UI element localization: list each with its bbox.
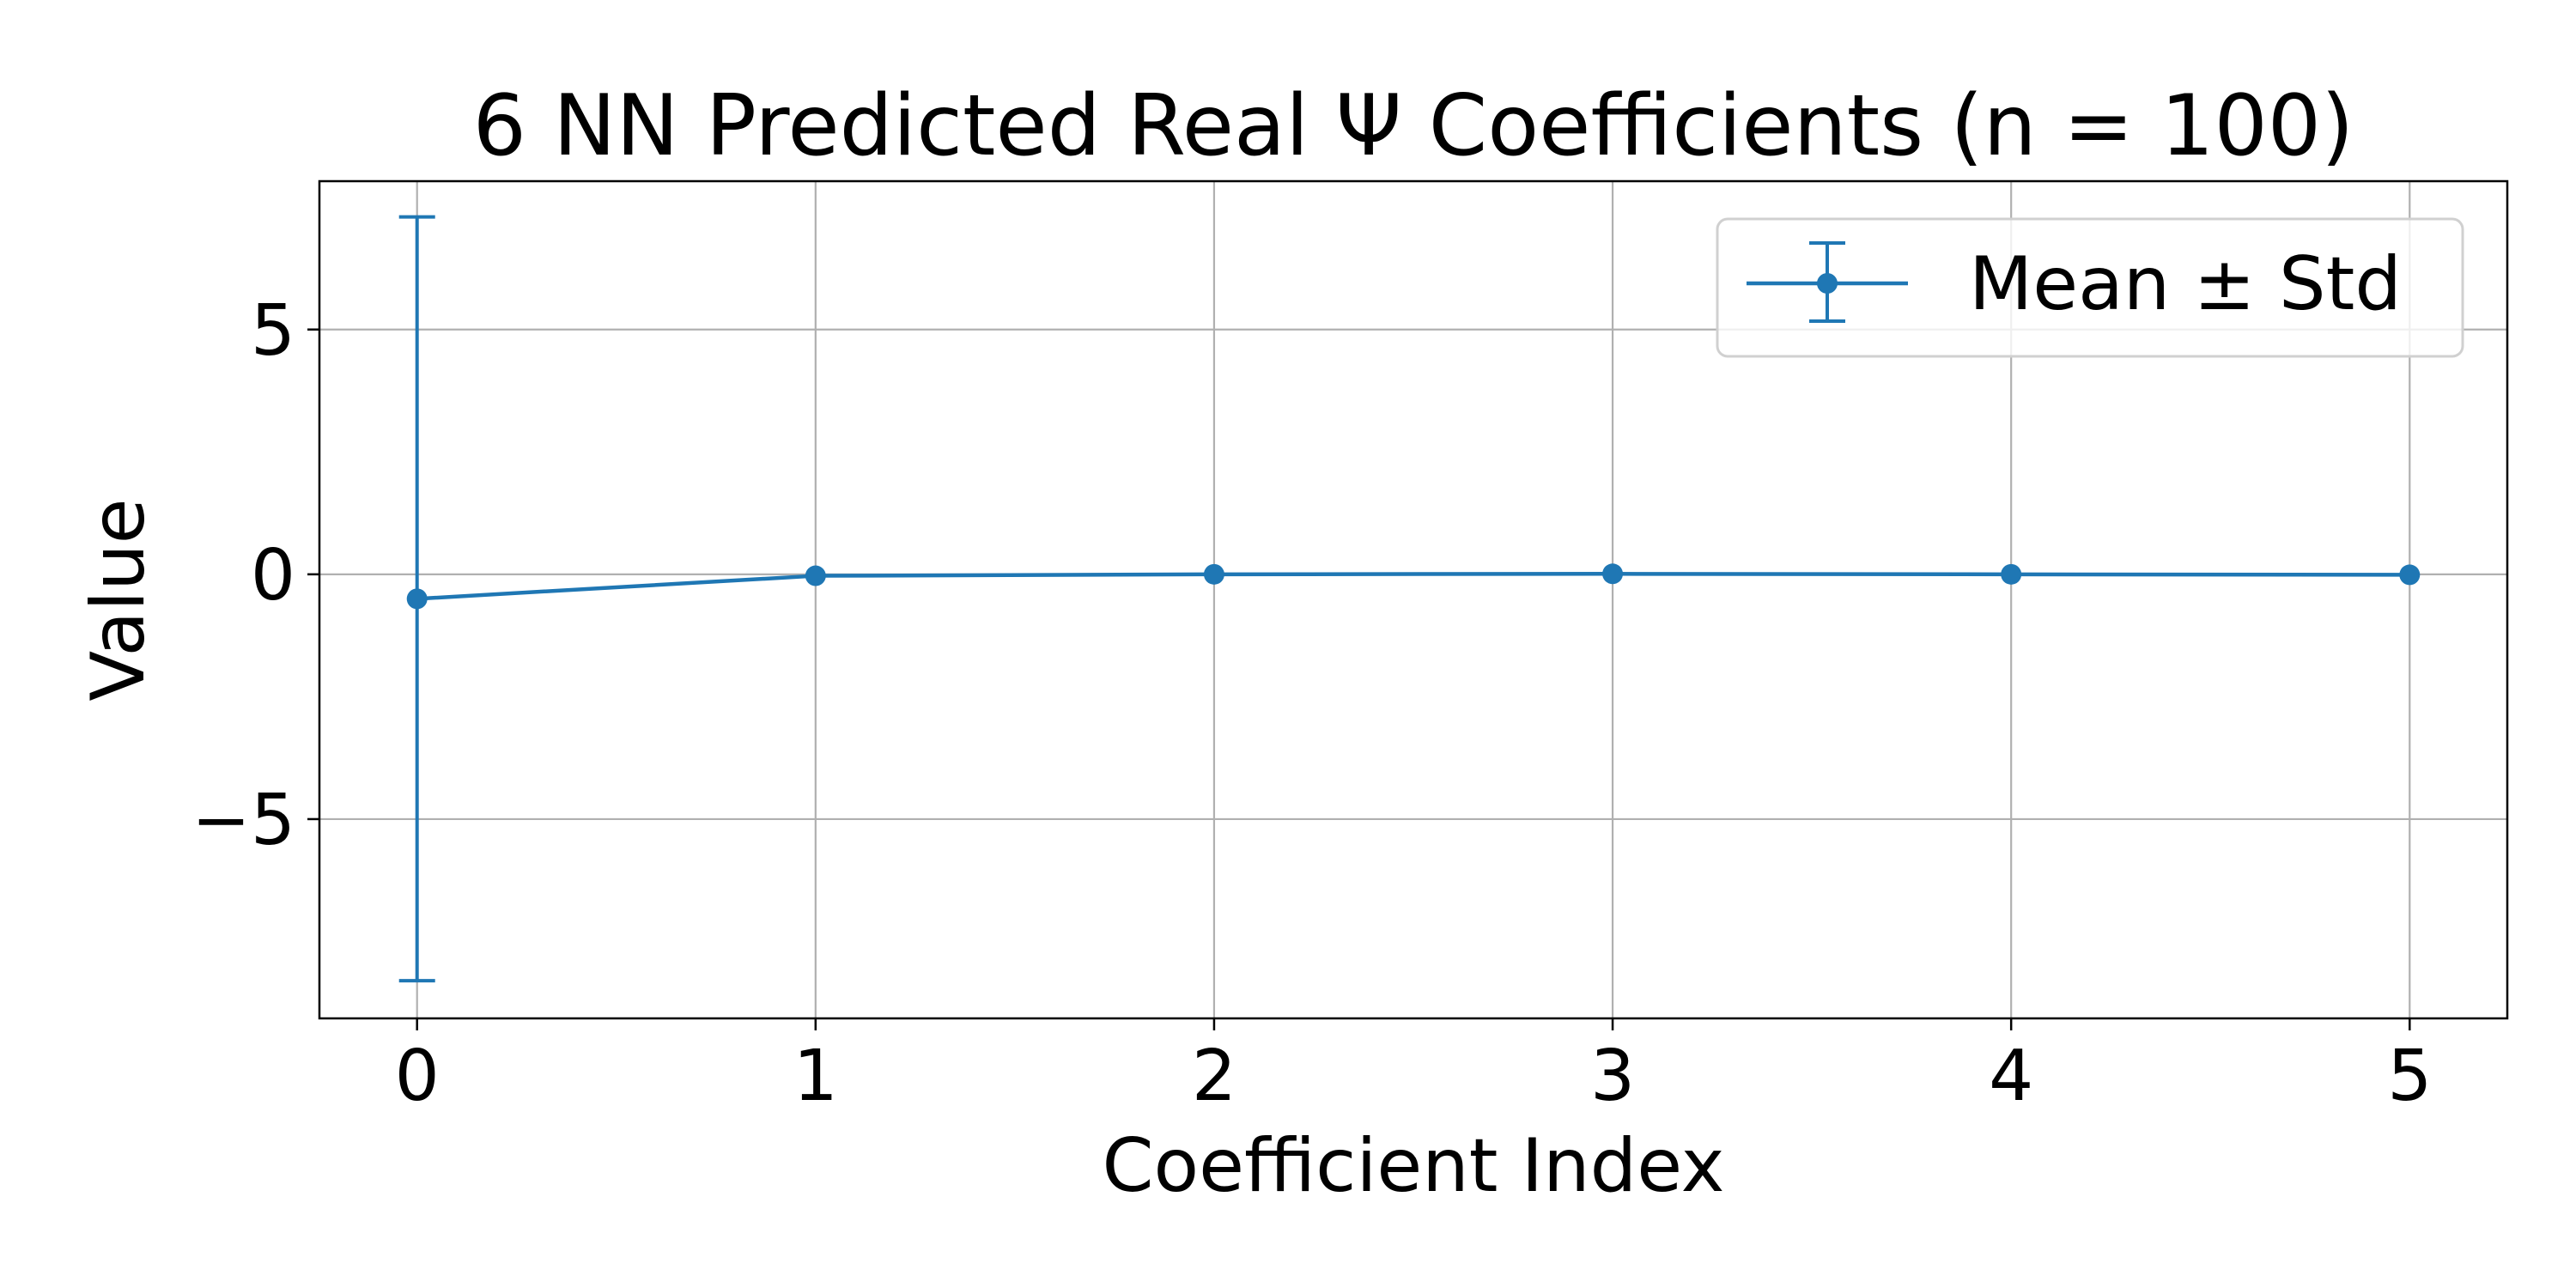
x-tick-label: 0 xyxy=(395,1036,440,1117)
x-axis-label: Coefficient Index xyxy=(1102,1123,1724,1209)
plot-area-frame xyxy=(318,179,2509,1020)
legend-symbol-marker xyxy=(1817,273,1838,294)
series-line xyxy=(416,572,2410,601)
y-tick-label: −5 xyxy=(191,780,295,861)
x-tick-label: 1 xyxy=(793,1036,838,1117)
legend-symbol-errorbar-icon xyxy=(1747,241,1908,323)
tick-layer: 0 1 2 3 4 5 −5 0 5 xyxy=(191,290,2432,1117)
x-tick-label: 2 xyxy=(1192,1036,1236,1117)
chart-title: 6 NN Predicted Real Ψ Coefficients (n = … xyxy=(473,77,2354,175)
data-point xyxy=(406,588,428,610)
y-axis-label: Value xyxy=(76,498,161,701)
data-point xyxy=(1602,563,1624,585)
x-tick-label: 3 xyxy=(1590,1036,1635,1117)
legend: Mean ± Std xyxy=(1716,217,2464,358)
data-point xyxy=(2399,564,2421,586)
data-point xyxy=(805,565,826,586)
data-point xyxy=(2001,563,2022,585)
series-layer xyxy=(398,215,2421,983)
y-tick-label: 5 xyxy=(251,290,295,372)
data-point xyxy=(1203,563,1224,585)
x-tick-label: 4 xyxy=(1989,1036,2033,1117)
legend-box xyxy=(1716,217,2464,358)
legend-entry-label: Mean ± Std xyxy=(1969,241,2402,327)
x-tick-label: 5 xyxy=(2387,1036,2432,1117)
y-tick-label: 0 xyxy=(251,535,295,617)
